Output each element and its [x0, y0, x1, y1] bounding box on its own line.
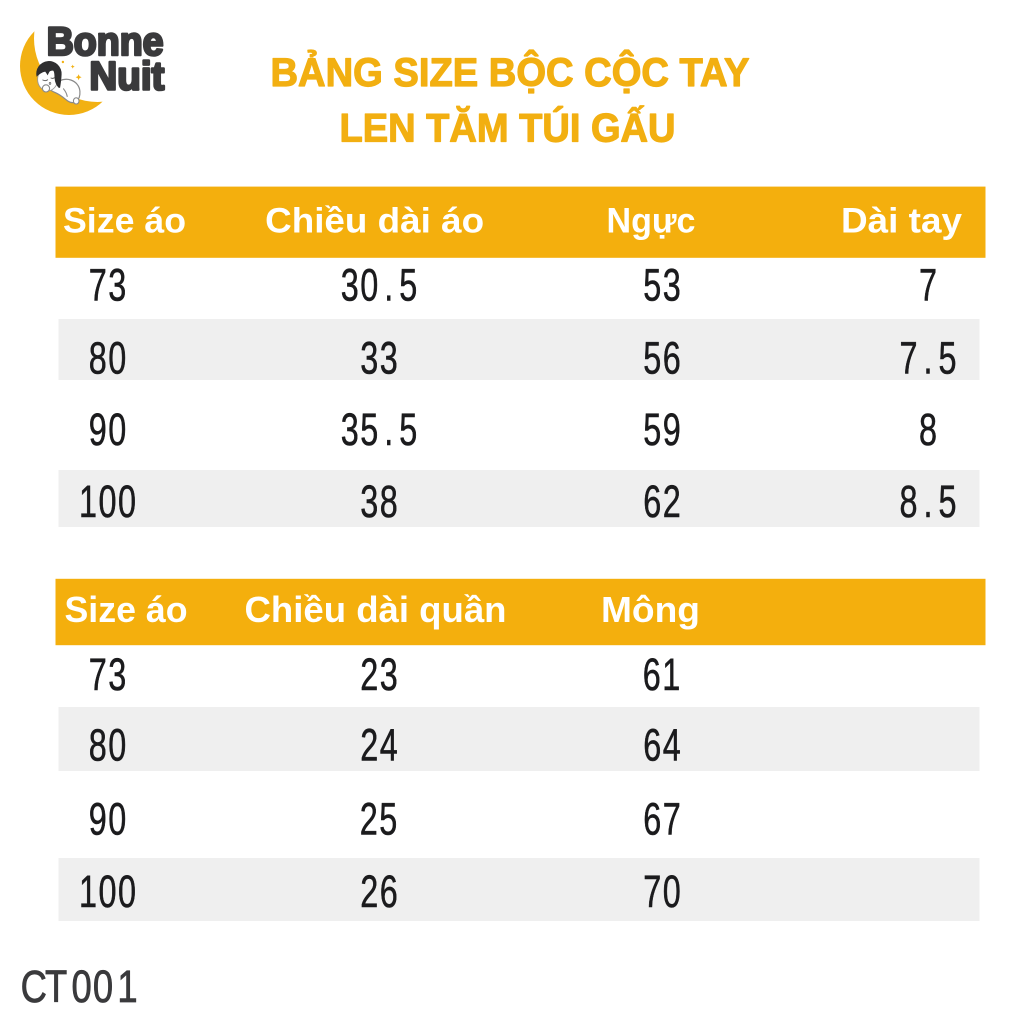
svg-text:Mông: Mông: [601, 589, 700, 630]
svg-text:Dài tay: Dài tay: [841, 201, 962, 241]
svg-text:100: 100: [79, 478, 136, 527]
svg-text:7: 7: [919, 261, 937, 310]
svg-text:23: 23: [360, 651, 398, 700]
svg-text:Size áo: Size áo: [65, 589, 188, 630]
svg-text:Chiều dài áo: Chiều dài áo: [265, 201, 484, 241]
svg-text:61: 61: [643, 651, 681, 700]
svg-text:90: 90: [89, 795, 127, 844]
svg-text:Chiều dài quần: Chiều dài quần: [245, 589, 507, 630]
svg-text:59: 59: [643, 406, 681, 455]
svg-text:67: 67: [643, 795, 681, 844]
svg-text:64: 64: [643, 721, 681, 770]
svg-text:100: 100: [79, 868, 136, 917]
svg-text:BẢNG SIZE BỘC CỘC TAY: BẢNG SIZE BỘC CỘC TAY: [271, 49, 750, 95]
svg-text:30.5: 30. 5: [341, 261, 418, 310]
svg-text:33: 33: [360, 334, 398, 383]
svg-text:Nuit: Nuit: [89, 55, 164, 99]
svg-text:90: 90: [89, 406, 127, 455]
svg-text:8.5: 8.5: [899, 478, 956, 527]
svg-text:73: 73: [89, 261, 127, 310]
svg-text:56: 56: [643, 334, 681, 383]
svg-text:Ngực: Ngực: [607, 201, 696, 241]
svg-text:8: 8: [919, 406, 937, 455]
svg-text:CT001: CT001: [21, 961, 138, 1012]
svg-text:80: 80: [89, 334, 127, 383]
svg-text:53: 53: [643, 261, 681, 310]
svg-text:24: 24: [360, 721, 398, 770]
svg-text:25: 25: [360, 795, 398, 844]
svg-text:70: 70: [643, 868, 681, 917]
svg-text:35.5: 35. 5: [341, 406, 418, 455]
svg-text:38: 38: [360, 478, 398, 527]
svg-text:LEN TĂM TÚI GẤU: LEN TĂM TÚI GẤU: [340, 105, 676, 151]
svg-text:73: 73: [89, 651, 127, 700]
svg-text:Bonne: Bonne: [47, 20, 164, 64]
svg-text:26: 26: [360, 868, 398, 917]
svg-text:62: 62: [643, 478, 681, 527]
svg-text:7.5: 7.5: [899, 334, 956, 383]
svg-text:Size áo: Size áo: [63, 201, 186, 241]
svg-text:80: 80: [89, 721, 127, 770]
